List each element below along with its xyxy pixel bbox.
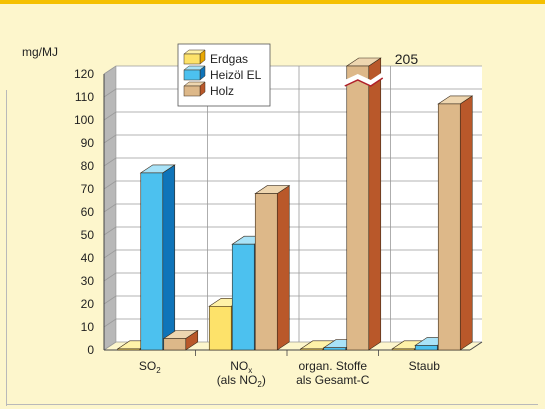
legend-label: Holz <box>210 84 234 98</box>
chart-legend: Erdgas Heizöl EL Holz <box>177 43 271 107</box>
x-tick-label-line2: als Gesamt-C <box>296 373 370 387</box>
gridline-diagonal <box>103 180 117 190</box>
bar-front <box>254 193 278 351</box>
bar <box>344 57 384 351</box>
legend-label: Erdgas <box>210 52 248 66</box>
x-tick-label: Staub <box>409 359 441 373</box>
bar <box>139 164 176 351</box>
bar-side <box>276 185 290 351</box>
gridline-diagonal <box>103 134 117 144</box>
gridline-diagonal <box>103 65 117 75</box>
y-tick-label: 20 <box>81 297 95 311</box>
bar-side <box>459 95 473 351</box>
bar-front <box>437 103 461 351</box>
axis-break-line <box>344 77 384 87</box>
gridline-diagonal <box>103 295 117 305</box>
legend-swatch-front <box>183 69 201 81</box>
y-tick-label: 0 <box>87 343 94 357</box>
bar-side <box>368 57 382 351</box>
bar-front <box>300 348 324 351</box>
legend-swatch <box>183 81 206 97</box>
chart-bars <box>116 57 474 351</box>
gridline-diagonal <box>103 249 117 259</box>
y-tick-label: 30 <box>81 274 95 288</box>
bar-front <box>414 345 438 351</box>
y-tick-label: 110 <box>75 90 94 104</box>
y-tick-label: 10 <box>81 320 95 334</box>
gridline-diagonal <box>103 111 117 121</box>
y-axis-label: mg/MJ <box>22 45 58 59</box>
y-tick-label: 40 <box>81 251 95 265</box>
gridline-diagonal <box>103 341 117 351</box>
x-tick-label: NOx <box>230 359 252 375</box>
bar-front <box>346 65 370 351</box>
x-tick-label-line2: (als NO2) <box>217 373 266 389</box>
legend-label: Heizöl EL <box>210 68 262 82</box>
gridline-diagonal <box>103 203 117 213</box>
legend-swatch <box>183 49 206 65</box>
legend-swatch-front <box>183 85 201 97</box>
y-tick-label: 70 <box>81 182 95 196</box>
break-value-label: 205 <box>395 51 419 67</box>
bar <box>162 329 199 351</box>
bar <box>254 185 291 351</box>
bar-front <box>140 172 164 351</box>
y-tick-label: 80 <box>81 159 95 173</box>
legend-swatch <box>183 65 206 81</box>
gridline-diagonal <box>103 272 117 282</box>
axis-break <box>344 72 383 86</box>
bar-front <box>391 348 415 351</box>
gridline-diagonal <box>103 88 117 98</box>
bar-front <box>323 347 347 351</box>
y-tick-label: 100 <box>74 113 94 127</box>
bar-front <box>163 338 187 351</box>
legend-swatch-front <box>183 53 201 65</box>
y-tick-label: 90 <box>81 136 95 150</box>
bar-front <box>231 243 255 351</box>
bar-front <box>208 305 232 351</box>
y-tick-label: 60 <box>81 205 95 219</box>
gridline-diagonal <box>103 157 117 167</box>
gridline-diagonal <box>103 318 117 328</box>
y-tick-label: 50 <box>81 228 95 242</box>
gridline-diagonal <box>103 226 117 236</box>
x-tick-label: SO2 <box>139 359 161 375</box>
y-tick-label: 120 <box>74 67 94 81</box>
bar-side <box>162 164 176 351</box>
chart-grid <box>103 65 482 351</box>
bar-front <box>117 348 141 351</box>
x-axis-end <box>469 341 483 351</box>
bar <box>437 95 474 351</box>
x-tick-label: organ. Stoffe <box>299 359 368 373</box>
